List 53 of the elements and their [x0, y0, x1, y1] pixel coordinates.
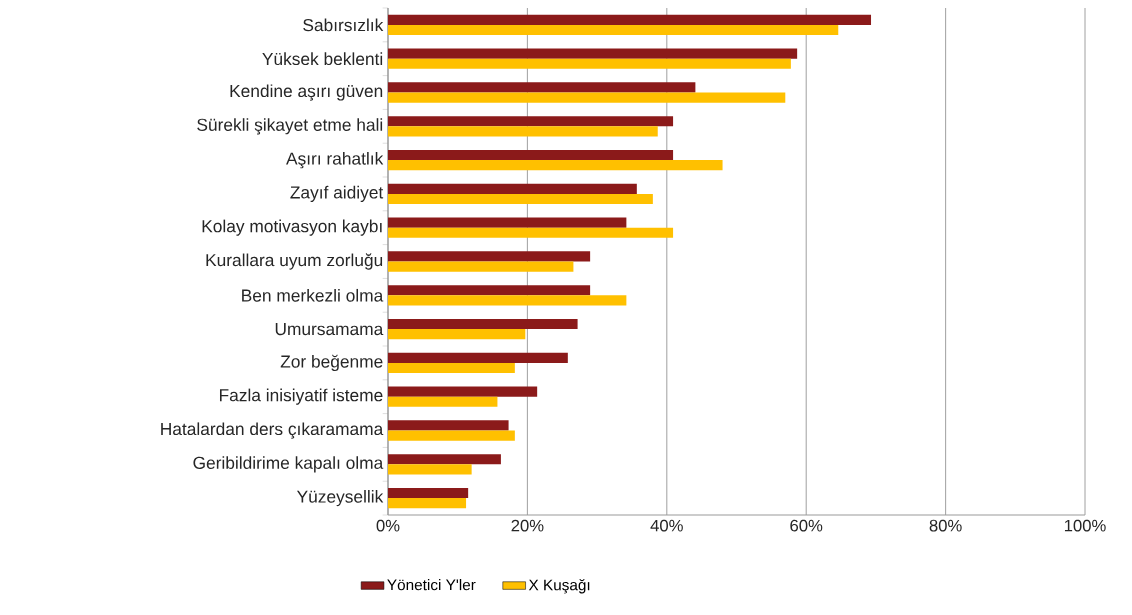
x-tick-label: 60%	[790, 519, 823, 532]
bar	[388, 126, 658, 137]
y-tick-label: Yüksek beklenti	[262, 52, 383, 66]
bar	[388, 498, 467, 509]
bar	[388, 58, 791, 69]
bar	[388, 48, 798, 59]
y-tick-label: Hatalardan ders çıkaramama	[161, 422, 384, 439]
bar	[388, 430, 515, 441]
y-tick-label: Kolay motivasyon kaybı	[202, 219, 382, 236]
y-tick-label: Kendine aşırı güven	[230, 84, 383, 101]
y-tick-label: Ben merkezli olma	[242, 288, 384, 302]
bar	[388, 352, 568, 363]
x-tick-label: 0%	[376, 519, 400, 532]
bar	[388, 386, 538, 397]
bar	[388, 295, 627, 306]
bar	[388, 160, 723, 171]
x-tick-label: 80%	[929, 519, 962, 532]
bar	[388, 464, 472, 475]
bar	[388, 318, 578, 330]
bar	[388, 454, 501, 465]
bar	[388, 396, 498, 407]
y-tick-label: Zor beğenme	[280, 354, 383, 372]
bar	[388, 329, 526, 340]
bar	[388, 251, 591, 262]
y-tick-label: Kurallara uyum zorluğu	[206, 253, 383, 270]
x-tick-label: 40%	[650, 519, 683, 532]
legend-label: X Kuşağı	[528, 578, 590, 594]
bar	[388, 362, 515, 374]
y-tick-label: Zayıf aidiyet	[290, 185, 384, 202]
y-tick-label: Aşırı rahatlık	[286, 151, 384, 169]
x-tick-label: 20%	[511, 519, 544, 532]
bar	[388, 487, 469, 499]
bar	[388, 92, 786, 103]
bar	[388, 227, 674, 238]
bar	[388, 261, 574, 272]
y-tick-label: Sürekli şikayet etme hali	[197, 118, 383, 135]
bar	[388, 183, 637, 194]
bar	[388, 420, 509, 431]
x-tick-label: 100%	[1064, 519, 1106, 532]
y-tick-label: Sabırsızlık	[303, 18, 384, 32]
y-tick-label: Umursamama	[275, 323, 384, 336]
bar	[388, 82, 696, 93]
bar	[388, 116, 674, 127]
y-tick-label: Yüzeysellik	[296, 490, 384, 507]
bar	[388, 14, 872, 25]
bar	[388, 24, 839, 36]
bar	[388, 285, 591, 296]
bar	[388, 193, 653, 205]
y-tick-label: Geribildirime kapalı olma	[193, 456, 384, 473]
bar	[388, 217, 627, 228]
legend-label: Yönetici Y'ler	[387, 579, 476, 591]
y-tick-label: Fazla inisiyatif isteme	[219, 388, 383, 405]
bar	[388, 149, 674, 161]
